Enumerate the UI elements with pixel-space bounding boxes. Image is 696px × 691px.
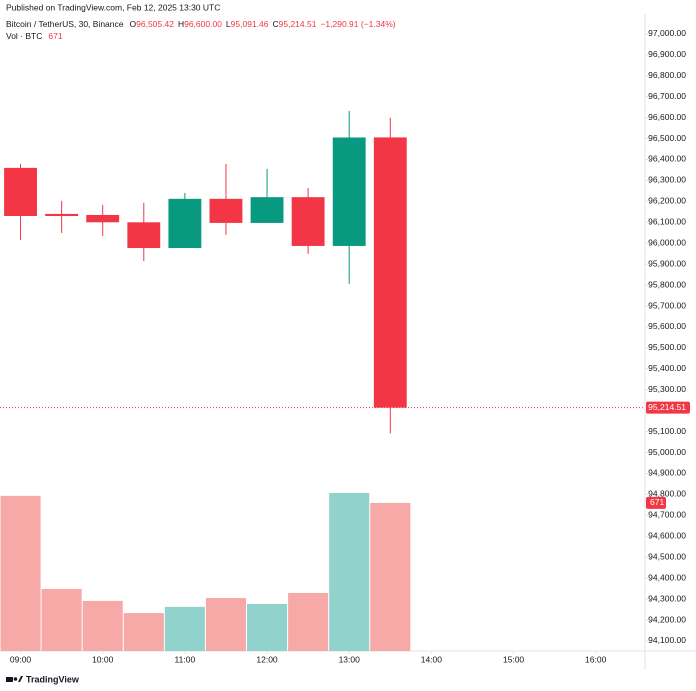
y-tick-label: 95,400.00 (648, 363, 686, 373)
ohlc-key: H (178, 19, 184, 29)
y-tick-label: 95,000.00 (648, 447, 686, 457)
y-tick-label: 94,400.00 (648, 572, 686, 582)
y-tick-label: 95,600.00 (648, 321, 686, 331)
last-price-tag (646, 401, 690, 414)
volume-bar (41, 588, 82, 651)
volume-value: 671 (48, 31, 62, 41)
y-tick-label: 95,700.00 (648, 300, 686, 310)
y-tick-label: 95,500.00 (648, 342, 686, 352)
y-tick-label: 95,100.00 (648, 426, 686, 436)
ohlc-value: 95,091.46 (231, 19, 269, 29)
published-note: Published on TradingView.com, Feb 12, 20… (6, 2, 220, 12)
y-tick-label: 94,900.00 (648, 468, 686, 478)
y-tick-label: 95,900.00 (648, 258, 686, 268)
volume-bar (205, 598, 246, 651)
y-tick-label: 96,500.00 (648, 133, 686, 143)
y-tick-label: 95,800.00 (648, 279, 686, 289)
candle-body (332, 137, 366, 246)
candle-body (45, 213, 79, 217)
last-price-label: 95,214.51 (648, 402, 686, 412)
x-tick-label: 11:00 (175, 654, 196, 664)
volume-bar (0, 495, 41, 651)
volume-bar (164, 606, 205, 651)
candle-body (4, 167, 37, 217)
x-tick-label: 14:00 (421, 654, 443, 664)
volume-bar (123, 613, 164, 651)
branding: TradingView (26, 674, 80, 684)
candle-body (127, 222, 161, 249)
y-tick-label: 96,400.00 (648, 154, 686, 164)
y-tick-label: 94,100.00 (648, 635, 686, 645)
y-tick-label: 94,200.00 (648, 614, 686, 624)
ohlc-key: L (226, 19, 231, 29)
y-tick-label: 97,000.00 (648, 28, 686, 38)
candle-body (373, 137, 407, 408)
ohlc-value: 95,214.51 (279, 19, 317, 29)
x-tick-label: 12:00 (256, 654, 278, 664)
y-tick-label: 94,700.00 (648, 510, 686, 520)
ohlc-value: 96,505.42 (136, 19, 174, 29)
y-tick-label: 96,300.00 (648, 175, 686, 185)
volume-tag (646, 496, 666, 509)
x-tick-label: 09:00 (10, 654, 32, 664)
volume-legend: Vol · BTC 671 (6, 31, 63, 41)
legend-line: Bitcoin / TetherUS, 30, Binance O96,505.4… (6, 19, 396, 29)
y-tick-label: 94,600.00 (648, 531, 686, 541)
ohlc-key: C (272, 19, 278, 29)
x-tick-label: 15:00 (503, 654, 525, 664)
volume-bar (288, 592, 329, 651)
candle-body (209, 198, 243, 223)
y-tick-label: 96,700.00 (648, 91, 686, 101)
volume-title: Vol · BTC (6, 31, 42, 41)
ohlc-value: 96,600.00 (184, 19, 222, 29)
y-tick-label: 96,600.00 (648, 112, 686, 122)
candle-body (291, 197, 325, 246)
volume-tag-label: 671 (650, 497, 664, 507)
change-value: −1,290.91 (−1.34%) (320, 19, 395, 29)
symbol-title: Bitcoin / TetherUS, 30, Binance (6, 19, 124, 29)
y-tick-label: 96,900.00 (648, 49, 686, 59)
volume-bar (370, 502, 411, 651)
y-tick-label: 94,800.00 (648, 489, 686, 499)
y-tick-label: 96,100.00 (648, 217, 686, 227)
candle-body (250, 197, 284, 223)
y-tick-label: 96,800.00 (648, 70, 686, 80)
ohlc-key: O (130, 19, 137, 29)
candle-body (86, 214, 120, 223)
volume-bar (329, 493, 370, 651)
volume-bar (246, 603, 288, 651)
x-tick-label: 10:00 (92, 654, 114, 664)
volume-bar (82, 600, 123, 651)
y-tick-label: 96,200.00 (648, 196, 686, 206)
y-tick-label: 94,500.00 (648, 551, 686, 561)
candle-body (168, 198, 202, 249)
x-tick-label: 13:00 (339, 654, 361, 664)
branding-logo (6, 676, 23, 682)
y-tick-label: 96,000.00 (648, 237, 686, 247)
y-tick-label: 95,300.00 (648, 384, 686, 394)
y-tick-label: 94,300.00 (648, 593, 686, 603)
x-tick-label: 16:00 (585, 654, 607, 664)
